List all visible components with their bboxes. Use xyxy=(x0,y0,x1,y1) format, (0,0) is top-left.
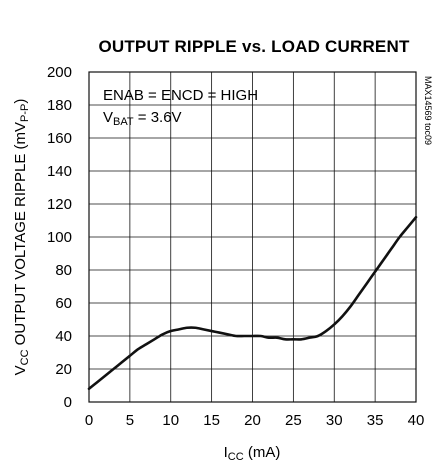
y-tick-label: 20 xyxy=(55,361,72,378)
vbat-v: V xyxy=(103,109,113,126)
y-tick-label: 0 xyxy=(64,394,72,411)
y-tick-labels: 0 20 40 60 80 100 120 140 160 180 200 xyxy=(47,64,72,411)
x-tick-label: 0 xyxy=(85,412,93,429)
annotation: ENAB = ENCD = HIGH VBAT = 3.6V xyxy=(103,87,258,128)
y-tick-label: 80 xyxy=(55,262,72,279)
plot-frame xyxy=(88,71,417,403)
x-tick-label: 10 xyxy=(162,412,179,429)
y-label-subscript-2: P-P xyxy=(19,104,31,122)
x-tick-label: 15 xyxy=(203,412,220,429)
y-label-text: OUTPUT VOLTAGE RIPPLE (mV xyxy=(12,122,29,350)
y-axis-label: VCC OUTPUT VOLTAGE RIPPLE (mVP-P) xyxy=(12,99,31,376)
x-tick-label: 40 xyxy=(408,412,425,429)
x-label-subscript: CC xyxy=(228,451,244,463)
y-label-end: ) xyxy=(12,99,29,104)
vbat-subscript: BAT xyxy=(113,116,134,128)
x-tick-label: 20 xyxy=(244,412,261,429)
y-tick-label: 120 xyxy=(47,196,72,213)
x-label-main: I xyxy=(224,444,228,461)
x-tick-label: 30 xyxy=(326,412,343,429)
x-tick-label: 35 xyxy=(367,412,384,429)
vbat-value: = 3.6V xyxy=(134,109,182,126)
annotation-line-2: VBAT = 3.6V xyxy=(103,109,182,128)
y-label-subscript: CC xyxy=(19,349,31,365)
y-label-main: V xyxy=(12,365,29,375)
ripple-series-line xyxy=(87,215,418,391)
x-axis-label: ICC (mA) xyxy=(224,444,281,463)
y-tick-label: 200 xyxy=(47,64,72,81)
y-tick-label: 180 xyxy=(47,97,72,114)
chart-title: OUTPUT RIPPLE vs. LOAD CURRENT xyxy=(98,37,409,56)
y-tick-label: 100 xyxy=(47,229,72,246)
grid-lines xyxy=(89,72,416,402)
x-tick-labels: 0 5 10 15 20 25 30 35 40 xyxy=(85,412,425,429)
annotation-line-1: ENAB = ENCD = HIGH xyxy=(103,87,258,104)
y-tick-label: 160 xyxy=(47,130,72,147)
y-tick-label: 140 xyxy=(47,163,72,180)
y-tick-label: 40 xyxy=(55,328,72,345)
y-tick-label: 60 xyxy=(55,295,72,312)
x-label-unit: (mA) xyxy=(244,444,281,461)
x-tick-label: 25 xyxy=(285,412,302,429)
figure-code: MAX14569 toc09 xyxy=(423,76,433,145)
x-tick-label: 5 xyxy=(126,412,134,429)
